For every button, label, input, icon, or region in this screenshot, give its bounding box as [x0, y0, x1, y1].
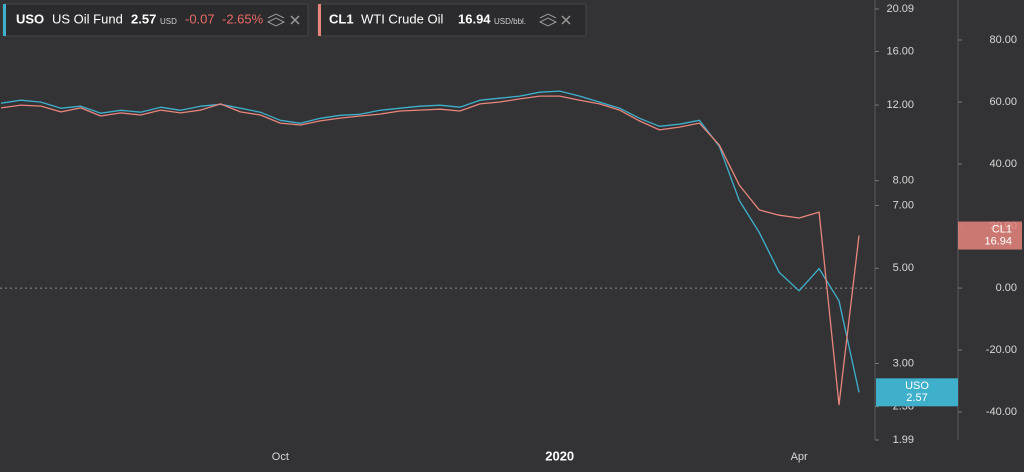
legend-swatch: [318, 4, 321, 36]
price-badge-symbol: CL1: [992, 223, 1012, 235]
legend-box: [317, 3, 587, 37]
y-tick-label: 1.99: [893, 434, 914, 446]
y2-tick-label: 40.00: [989, 158, 1017, 170]
legend-change-pct: -2.65%: [222, 11, 264, 26]
y2-tick-label: 0.00: [996, 282, 1017, 294]
y-tick-label: 16.00: [886, 45, 914, 57]
y2-tick-label: -40.00: [986, 406, 1017, 418]
legend-last: 2.57: [131, 11, 156, 26]
layers-icon[interactable]: [538, 13, 558, 27]
x-tick-label: 2020: [545, 448, 574, 463]
legend-change: -0.07: [185, 11, 215, 26]
legend-symbol: CL1: [329, 11, 354, 26]
price-badge: [876, 378, 958, 407]
legend-symbol: USO: [16, 11, 44, 26]
y-tick-label: 20.09: [886, 3, 914, 15]
price-badge-value: 2.57: [906, 392, 927, 404]
legend-swatch: [3, 4, 6, 36]
legend-description: US Oil Fund: [52, 11, 123, 26]
y2-tick-label: -20.00: [986, 344, 1017, 356]
y2-tick-label: 80.00: [989, 34, 1017, 46]
y2-tick-label: 60.00: [989, 96, 1017, 108]
close-icon[interactable]: [561, 15, 571, 25]
close-icon[interactable]: [290, 15, 300, 25]
x-tick-label: Oct: [272, 451, 289, 463]
legend-description: WTI Crude Oil: [361, 11, 443, 26]
layers-icon[interactable]: [266, 13, 286, 27]
legend-unit: USD: [160, 17, 177, 26]
legend: USO US Oil Fund 2.57 USD -0.07 -2.65% CL…: [2, 3, 587, 37]
legend-last: 16.94: [458, 11, 491, 26]
y-tick-label: 8.00: [893, 175, 914, 187]
price-badge-symbol: USO: [905, 380, 929, 392]
y-tick-label: 7.00: [893, 199, 914, 211]
price-badge: [958, 221, 1022, 250]
y-tick-label: 5.00: [893, 262, 914, 274]
series-line: [0, 95, 860, 406]
x-tick-label: Apr: [791, 451, 808, 463]
y-tick-label: 3.00: [893, 357, 914, 369]
legend-unit: USD/bbl.: [494, 17, 526, 26]
price-badge-value: 16.94: [984, 235, 1012, 247]
y-tick-label: 12.00: [886, 99, 914, 111]
